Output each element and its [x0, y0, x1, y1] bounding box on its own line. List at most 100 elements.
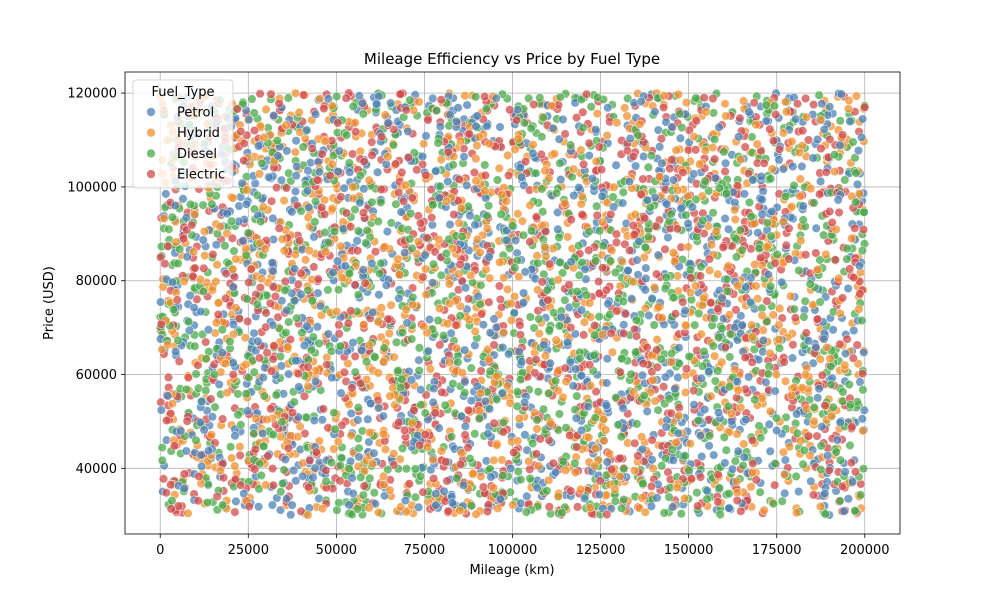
scatter-point	[858, 369, 867, 378]
scatter-point	[304, 511, 313, 520]
scatter-point	[523, 492, 532, 501]
scatter-point	[485, 139, 494, 148]
scatter-point	[452, 117, 461, 126]
scatter-point	[210, 370, 219, 379]
scatter-point	[311, 464, 320, 473]
scatter-point	[667, 409, 676, 418]
scatter-point	[601, 426, 610, 435]
scatter-point	[203, 498, 212, 507]
scatter-point	[191, 342, 200, 351]
scatter-point	[481, 187, 490, 196]
scatter-point	[354, 416, 363, 425]
scatter-point	[277, 176, 286, 185]
scatter-point	[250, 429, 259, 438]
scatter-point	[847, 234, 856, 243]
scatter-point	[571, 468, 580, 477]
scatter-point	[736, 155, 745, 164]
scatter-point	[286, 432, 295, 441]
scatter-point	[856, 378, 865, 387]
scatter-point	[590, 321, 599, 330]
scatter-point	[475, 133, 484, 142]
scatter-point	[702, 108, 711, 117]
scatter-point	[179, 195, 188, 204]
scatter-point	[562, 423, 571, 432]
scatter-point	[471, 93, 480, 102]
scatter-point	[579, 160, 588, 169]
scatter-point	[619, 188, 628, 197]
scatter-point	[657, 462, 666, 471]
scatter-point	[250, 126, 259, 135]
scatter-point	[170, 442, 179, 451]
scatter-point	[714, 498, 723, 507]
scatter-point	[517, 173, 526, 182]
scatter-point	[456, 312, 465, 321]
scatter-point	[392, 200, 401, 209]
scatter-point	[391, 160, 400, 169]
scatter-point	[648, 436, 657, 445]
scatter-point	[227, 454, 236, 463]
scatter-point	[313, 176, 322, 185]
scatter-point	[288, 208, 297, 217]
scatter-point	[607, 465, 616, 474]
scatter-point	[358, 346, 367, 355]
scatter-point	[633, 256, 642, 265]
scatter-point	[347, 431, 356, 440]
scatter-point	[852, 169, 861, 178]
scatter-point	[421, 409, 430, 418]
scatter-point	[229, 370, 238, 379]
scatter-point	[705, 442, 714, 451]
scatter-point	[610, 183, 619, 192]
scatter-point	[790, 305, 799, 314]
scatter-point	[310, 263, 319, 272]
scatter-point	[229, 265, 238, 274]
scatter-point	[740, 190, 749, 199]
scatter-point	[818, 371, 827, 380]
scatter-point	[208, 286, 217, 295]
scatter-point	[328, 160, 337, 169]
scatter-point	[796, 192, 805, 201]
scatter-point	[697, 330, 706, 339]
scatter-point	[596, 477, 605, 486]
scatter-point	[822, 168, 831, 177]
scatter-point	[493, 441, 502, 450]
scatter-point	[418, 152, 427, 161]
scatter-point	[260, 133, 269, 142]
scatter-point	[649, 464, 658, 473]
scatter-point	[858, 415, 867, 424]
scatter-point	[841, 468, 850, 477]
scatter-point	[527, 227, 536, 236]
scatter-point	[686, 439, 695, 448]
scatter-point	[368, 259, 377, 268]
scatter-point	[377, 304, 386, 313]
scatter-point	[645, 311, 654, 320]
scatter-point	[717, 358, 726, 367]
scatter-point	[482, 105, 491, 114]
scatter-point	[691, 146, 700, 155]
scatter-point	[354, 227, 363, 236]
scatter-point	[812, 343, 821, 352]
scatter-point	[253, 300, 262, 309]
scatter-point	[284, 370, 293, 379]
scatter-point	[739, 461, 748, 470]
scatter-point	[334, 438, 343, 447]
scatter-point	[481, 397, 490, 406]
scatter-point	[421, 430, 430, 439]
scatter-point	[415, 344, 424, 353]
scatter-point	[701, 146, 710, 155]
scatter-point	[736, 226, 745, 235]
scatter-point	[579, 123, 588, 132]
scatter-point	[775, 321, 784, 330]
scatter-point	[703, 495, 712, 504]
scatter-point	[534, 462, 543, 471]
scatter-point	[373, 168, 382, 177]
scatter-point	[830, 151, 839, 160]
scatter-point	[772, 414, 781, 423]
scatter-point	[212, 240, 221, 249]
scatter-point	[526, 474, 535, 483]
scatter-point	[836, 418, 845, 427]
scatter-point	[705, 266, 714, 275]
scatter-point	[467, 364, 476, 373]
scatter-point	[302, 413, 311, 422]
scatter-point	[254, 502, 263, 511]
